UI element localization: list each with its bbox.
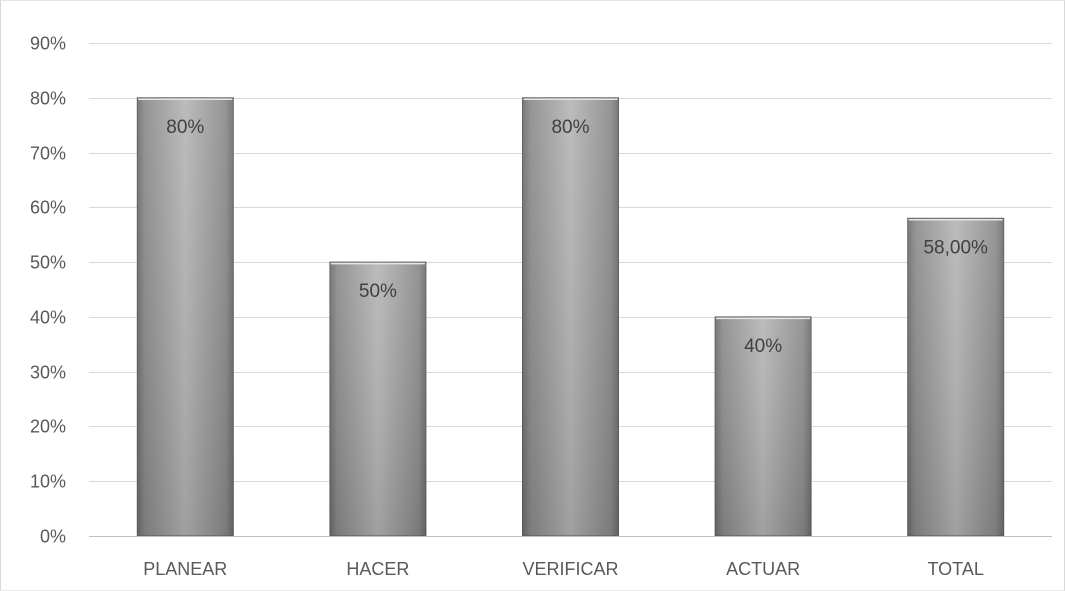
y-tick-label: 60% [30,198,66,218]
bar-shade [715,316,812,536]
data-labels: 80% 50% 80% 40% 58,00% [166,117,988,357]
bars [136,97,1005,537]
y-tick-label: 40% [30,308,66,328]
data-label: 58,00% [923,237,988,258]
bar-shade [522,97,619,537]
y-tick-label: 20% [30,417,66,437]
y-axis-tick-labels: 0% 10% 20% 30% 40% 50% 60% 70% 80% 90% [30,34,66,547]
y-tick-label: 80% [30,89,66,109]
data-label: 80% [166,117,204,138]
bar-shade [329,262,426,536]
x-tick-label: VERIFICAR [522,559,618,579]
x-tick-label: ACTUAR [726,559,800,579]
bar-shade [907,218,1004,537]
x-tick-label: PLANEAR [143,559,227,579]
y-tick-label: 50% [30,253,66,273]
y-tick-label: 30% [30,363,66,383]
data-label: 50% [359,281,397,302]
y-tick-label: 70% [30,144,66,164]
x-tick-label: HACER [346,559,409,579]
y-tick-label: 90% [30,34,66,54]
data-label: 80% [551,117,589,138]
x-axis-category-labels: PLANEAR HACER VERIFICAR ACTUAR TOTAL [143,559,984,579]
data-label: 40% [744,336,782,357]
bar-shade [137,97,234,537]
y-tick-label: 10% [30,472,66,492]
x-tick-label: TOTAL [928,559,984,579]
y-tick-label: 0% [40,527,66,547]
